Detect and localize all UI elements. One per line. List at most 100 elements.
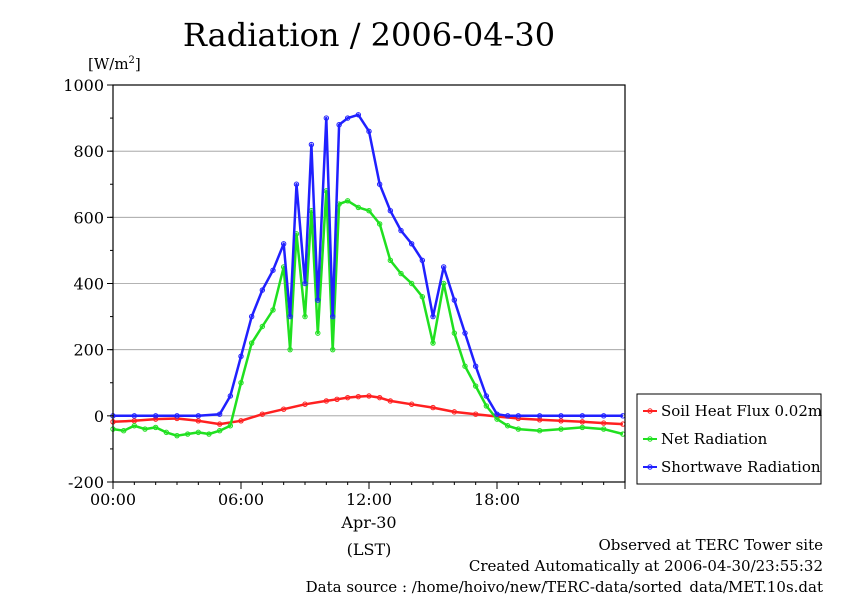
y-tick-label: -200: [68, 473, 104, 492]
data-point: [355, 112, 362, 118]
data-point: [600, 420, 607, 426]
footer-created: Created Automatically at 2006-04-30/23:5…: [469, 557, 823, 575]
data-point: [355, 393, 362, 400]
data-point: [330, 346, 336, 353]
data-point: [440, 264, 447, 270]
data-point: [248, 340, 255, 346]
data-point: [334, 396, 340, 402]
data-point: [355, 204, 362, 211]
legend-label: Shortwave Radiation: [661, 458, 821, 476]
x-date-label: Apr-30: [340, 513, 396, 532]
y-unit-sup: 2: [129, 55, 135, 66]
data-point: [270, 267, 276, 273]
data-point: [227, 423, 234, 429]
data-point: [344, 198, 351, 204]
data-point: [174, 413, 180, 419]
data-point: [238, 418, 244, 424]
data-point: [259, 411, 266, 417]
data-point: [344, 394, 351, 401]
footer-observed: Observed at TERC Tower site: [598, 536, 823, 554]
data-point: [259, 323, 266, 330]
y-tick-label: 200: [73, 341, 104, 360]
data-point: [419, 294, 426, 300]
data-point: [152, 424, 159, 431]
data-point: [238, 380, 244, 386]
data-point: [287, 346, 293, 353]
y-tick-labels: -200 0 200 400 600 800 1000: [63, 76, 113, 492]
data-point: [131, 413, 138, 419]
series-layer: [110, 112, 626, 439]
data-point: [504, 423, 511, 429]
y-tick-label: 0: [94, 407, 104, 426]
data-point: [472, 363, 479, 369]
data-point: [440, 280, 447, 287]
legend-marker: [647, 436, 653, 442]
data-point: [398, 270, 404, 277]
data-point: [451, 409, 458, 415]
data-point: [494, 411, 500, 417]
data-point: [302, 313, 308, 320]
data-point: [515, 426, 522, 432]
data-point: [280, 241, 287, 247]
data-point: [248, 313, 255, 320]
legend-label: Net Radiation: [661, 430, 768, 448]
y-unit-suffix: ]: [135, 55, 141, 73]
data-point: [376, 394, 383, 401]
data-point: [259, 287, 266, 293]
data-point: [408, 280, 415, 287]
data-point: [483, 403, 490, 409]
data-point: [287, 313, 293, 320]
data-point: [302, 401, 308, 407]
data-point: [419, 257, 426, 264]
data-point: [216, 411, 223, 417]
y-unit-prefix: [W/m: [88, 55, 129, 73]
legend-marker: [647, 464, 653, 470]
data-point: [387, 257, 394, 264]
data-point: [216, 428, 223, 434]
data-point: [330, 313, 336, 320]
data-point: [344, 115, 351, 121]
data-point: [270, 307, 276, 313]
x-tick-labels: 00:00 06:00 12:00 18:00: [90, 482, 626, 509]
data-point: [451, 330, 458, 336]
x-tick-label: 12:00: [346, 490, 392, 509]
data-point: [408, 401, 415, 407]
data-point: [142, 426, 148, 432]
data-point: [558, 418, 564, 424]
data-point: [323, 398, 330, 404]
data-point: [462, 363, 468, 369]
data-point: [302, 280, 308, 287]
data-point: [315, 330, 321, 336]
data-point: [462, 330, 468, 336]
data-point: [483, 393, 490, 399]
data-point: [579, 419, 586, 425]
legend: Soil Heat Flux 0.02m Net Radiation Shortwa…: [636, 393, 822, 485]
data-point: [536, 428, 543, 434]
data-point: [558, 413, 564, 419]
data-point: [216, 421, 223, 427]
data-point: [195, 413, 202, 419]
data-point: [315, 297, 321, 303]
data-point: [163, 429, 170, 436]
data-point: [174, 432, 180, 439]
data-point: [472, 383, 479, 389]
data-point: [366, 393, 372, 399]
data-point: [366, 208, 372, 214]
data-point: [536, 413, 543, 419]
footer-source: Data source : /home/hoivo/new/TERC-data/…: [306, 578, 823, 595]
data-point: [515, 413, 522, 419]
data-point: [387, 398, 394, 404]
grid-lines: [113, 84, 625, 483]
legend-label: Soil Heat Flux 0.02m: [661, 402, 822, 420]
data-point: [152, 413, 159, 419]
data-point: [206, 431, 212, 437]
x-tick-label: 18:00: [474, 490, 520, 509]
data-point: [430, 340, 436, 346]
data-point: [579, 424, 586, 431]
data-point: [398, 227, 404, 234]
data-point: [600, 426, 607, 432]
y-tick-label: 1000: [63, 76, 104, 95]
legend-marker: [647, 408, 653, 414]
y-axis-unit: [W/m2]: [88, 55, 141, 73]
